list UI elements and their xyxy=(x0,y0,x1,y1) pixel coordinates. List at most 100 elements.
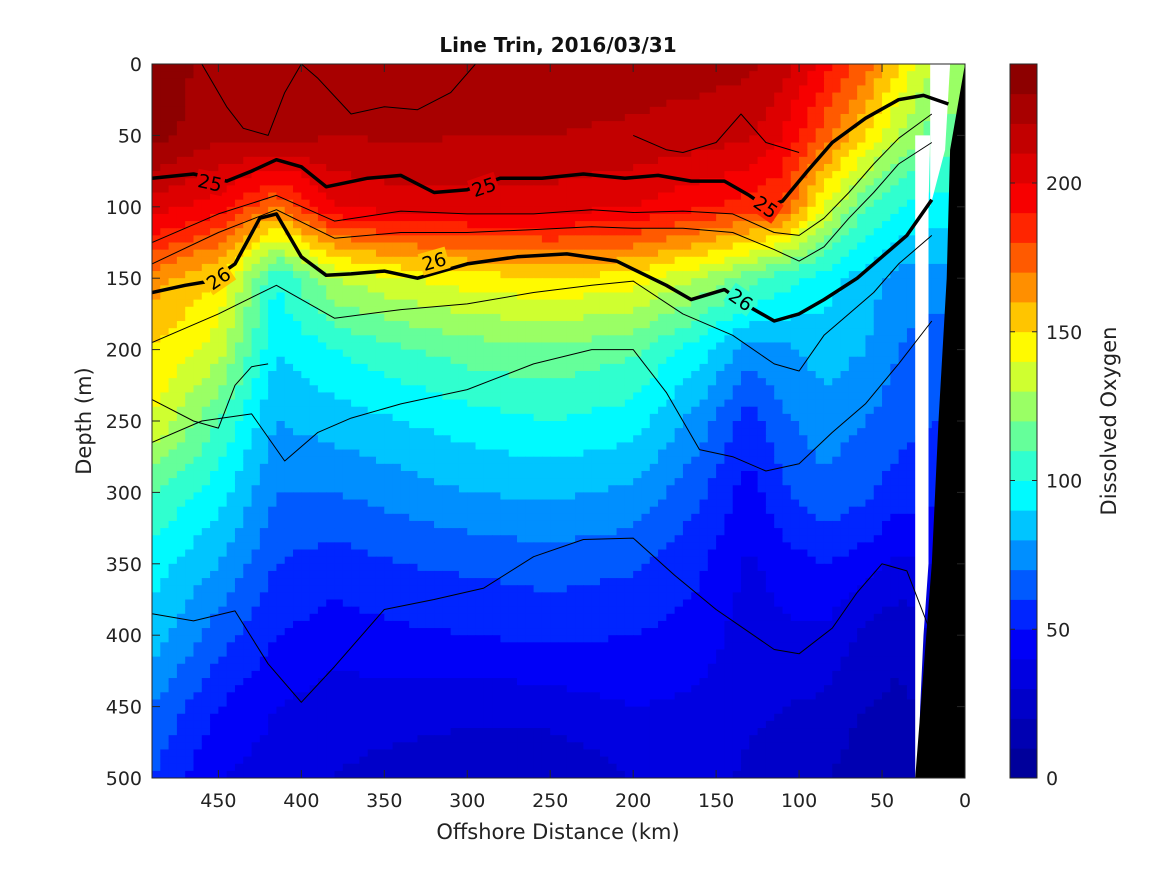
heatmap-cell xyxy=(840,278,850,286)
heatmap-cell xyxy=(906,106,916,115)
heatmap-cell xyxy=(583,335,593,344)
heatmap-cell xyxy=(442,78,452,87)
heatmap-cell xyxy=(284,64,294,72)
heatmap-cell xyxy=(566,292,576,301)
heatmap-cell xyxy=(342,421,352,429)
heatmap-cell xyxy=(591,313,601,322)
heatmap-cell xyxy=(906,85,916,94)
heatmap-cell xyxy=(309,113,319,122)
heatmap-cell xyxy=(566,278,576,286)
heatmap-cell xyxy=(152,371,161,379)
heatmap-cell xyxy=(575,371,584,379)
heatmap-cell xyxy=(873,206,883,215)
heatmap-cell xyxy=(790,206,800,215)
heatmap-cell xyxy=(359,335,369,344)
heatmap-cell xyxy=(309,149,319,158)
heatmap-cell xyxy=(317,399,327,408)
heatmap-cell xyxy=(782,356,792,365)
heatmap-cell xyxy=(616,285,626,294)
heatmap-cell xyxy=(317,406,327,415)
heatmap-cell xyxy=(342,142,352,151)
heatmap-cell xyxy=(790,321,800,329)
heatmap-cell xyxy=(442,421,452,429)
heatmap-cell xyxy=(765,156,775,165)
heatmap-cell xyxy=(508,64,518,72)
heatmap-cell xyxy=(367,242,377,251)
heatmap-cell xyxy=(890,192,900,201)
heatmap-cell xyxy=(749,363,759,372)
heatmap-cell xyxy=(848,78,858,87)
heatmap-cell xyxy=(276,385,286,394)
heatmap-cell xyxy=(326,328,336,336)
heatmap-cell xyxy=(815,256,825,265)
heatmap-cell xyxy=(583,106,593,115)
heatmap-cell xyxy=(591,328,601,336)
heatmap-cell xyxy=(251,328,261,336)
heatmap-cell xyxy=(367,413,377,422)
heatmap-cell xyxy=(550,421,560,429)
heatmap-cell xyxy=(757,121,767,129)
heatmap-cell xyxy=(243,121,253,129)
heatmap-cell xyxy=(732,263,742,272)
heatmap-cell xyxy=(492,292,502,301)
heatmap-cell xyxy=(392,185,402,194)
heatmap-cell xyxy=(525,278,535,286)
heatmap-cell xyxy=(641,335,651,344)
heatmap-cell xyxy=(525,421,535,429)
heatmap-cell xyxy=(234,192,244,201)
heatmap-cell xyxy=(425,399,435,408)
heatmap-cell xyxy=(417,242,427,251)
heatmap-cell xyxy=(550,385,560,394)
heatmap-cell xyxy=(674,99,684,108)
heatmap-cell xyxy=(417,185,427,194)
heatmap-cell xyxy=(599,142,609,151)
heatmap-cell xyxy=(658,221,667,229)
heatmap-cell xyxy=(434,85,443,94)
heatmap-cell xyxy=(176,271,186,279)
heatmap-cell xyxy=(575,99,584,108)
heatmap-cell xyxy=(749,85,759,94)
heatmap-cell xyxy=(409,242,419,251)
heatmap-cell xyxy=(434,306,443,315)
heatmap-cell xyxy=(417,92,427,101)
heatmap-cell xyxy=(326,406,336,415)
heatmap-cell xyxy=(375,421,385,429)
heatmap-cell xyxy=(218,71,228,79)
heatmap-cell xyxy=(608,392,618,401)
heatmap-cell xyxy=(392,406,402,415)
heatmap-cell xyxy=(931,378,941,386)
heatmap-cell xyxy=(691,163,701,172)
heatmap-cell xyxy=(359,113,369,122)
heatmap-cell xyxy=(616,256,626,265)
heatmap-cell xyxy=(334,199,344,208)
heatmap-cell xyxy=(541,285,551,294)
heatmap-cell xyxy=(906,192,916,201)
heatmap-cell xyxy=(193,71,203,79)
heatmap-cell xyxy=(259,199,269,208)
heatmap-cell xyxy=(492,106,502,115)
heatmap-cell xyxy=(550,335,560,344)
heatmap-cell xyxy=(218,342,228,351)
heatmap-cell xyxy=(400,99,410,108)
heatmap-cell xyxy=(823,299,833,308)
heatmap-cell xyxy=(757,221,767,229)
heatmap-cell xyxy=(873,292,883,301)
heatmap-cell xyxy=(517,235,526,244)
heatmap-cell xyxy=(185,199,195,208)
heatmap-cell xyxy=(807,378,817,386)
heatmap-cell xyxy=(243,142,253,151)
heatmap-cell xyxy=(940,263,950,272)
heatmap-cell xyxy=(716,256,726,265)
heatmap-cell xyxy=(749,421,759,429)
heatmap-cell xyxy=(276,249,286,258)
heatmap-cell xyxy=(799,163,808,172)
heatmap-cell xyxy=(500,113,510,122)
heatmap-cell xyxy=(342,399,352,408)
heatmap-cell xyxy=(234,149,244,158)
heatmap-cell xyxy=(699,228,709,236)
heatmap-cell xyxy=(293,421,302,429)
heatmap-cell xyxy=(624,278,634,286)
heatmap-cell xyxy=(367,99,377,108)
heatmap-cell xyxy=(500,78,510,87)
heatmap-cell xyxy=(658,149,667,158)
